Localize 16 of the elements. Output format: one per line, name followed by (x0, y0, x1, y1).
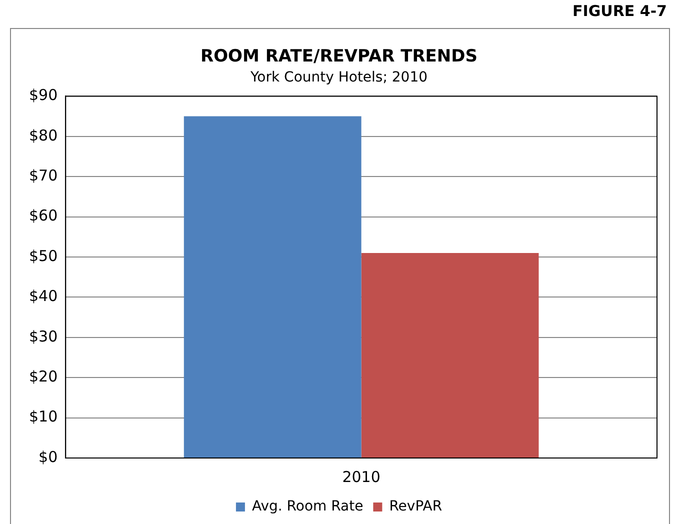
y-tick-label: $80 (28, 126, 58, 144)
chart-subtitle: York County Hotels; 2010 (249, 69, 428, 86)
caption: FIGURE 4-7 (572, 2, 667, 20)
y-tick-label: $60 (28, 206, 58, 225)
y-tick-label: $40 (28, 287, 58, 306)
y-tick-label: $30 (28, 327, 58, 346)
y-tick-label: $10 (28, 408, 58, 426)
legend-label: RevPAR (389, 498, 442, 515)
legend-label: Avg. Room Rate (252, 498, 364, 515)
chart-title: ROOM RATE/REVPAR TRENDS (200, 46, 478, 67)
y-tick-label: $50 (28, 246, 58, 265)
x-tick-label: 2010 (342, 468, 380, 486)
y-tick-label: $70 (28, 166, 58, 184)
y-tick-label: $20 (28, 367, 58, 386)
y-tick-label: $90 (28, 86, 58, 104)
y-tick-label: $0 (38, 448, 58, 466)
